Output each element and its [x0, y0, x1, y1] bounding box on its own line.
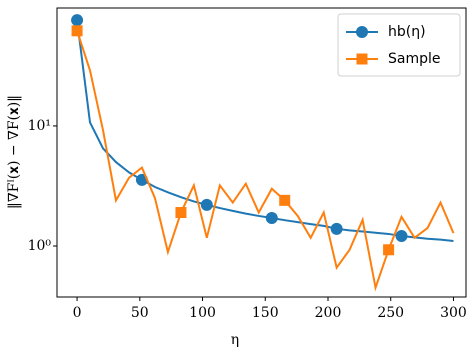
legend-label: Sample [388, 51, 441, 67]
point-marker [71, 14, 84, 27]
point-marker [200, 198, 213, 211]
x-tick-label: 250 [377, 305, 404, 321]
x-axis-label: η [231, 332, 239, 348]
point-marker [265, 212, 278, 225]
legend-marker [356, 26, 368, 38]
point-marker [330, 222, 343, 235]
x-tick-label: 100 [189, 305, 216, 321]
point-marker [395, 230, 408, 243]
legend-box [337, 13, 461, 77]
x-tick-label: 0 [73, 305, 82, 321]
point-marker [279, 194, 291, 206]
x-tick-label: 50 [131, 305, 149, 321]
legend-label: hb(η) [388, 24, 426, 40]
point-marker [383, 244, 395, 256]
y-tick-label: 10¹ [28, 118, 51, 134]
x-tick-label: 150 [252, 305, 279, 321]
point-marker [71, 25, 83, 37]
y-axis-label: ‖∇Fᴵ(𝐱) − ∇F(𝐱)‖ [6, 95, 22, 209]
point-marker [175, 207, 187, 219]
plot-frame [56, 7, 467, 298]
y-tick-label: 10⁰ [28, 238, 52, 254]
legend-marker [356, 53, 368, 65]
x-tick-label: 200 [315, 305, 342, 321]
x-tick-label: 300 [440, 305, 467, 321]
